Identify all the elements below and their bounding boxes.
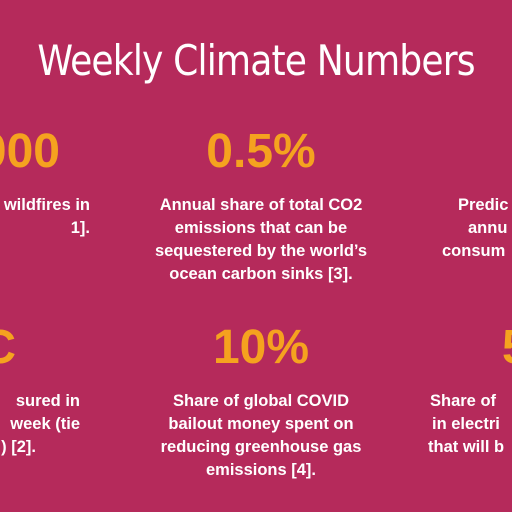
stat-line: Annual share of total CO2 xyxy=(159,196,363,214)
stat-line: ) [2]. xyxy=(1,438,36,456)
stat-description: Share of in electri that will b xyxy=(418,390,512,459)
stat-description: Annual share of total CO2 emissions that… xyxy=(134,194,388,286)
stat-line: that will b xyxy=(428,438,505,456)
stat-line: Share of global COVID xyxy=(172,392,350,410)
stat-value: C xyxy=(0,322,110,374)
stat-bottom-right: 5 Share of in electri that will b xyxy=(418,322,512,459)
stat-line: wildfires in xyxy=(3,196,90,214)
stat-line: Predic xyxy=(458,196,509,214)
stat-line: emissions that can be xyxy=(174,219,348,237)
stat-description: sured in week (tie ) [2]. xyxy=(0,390,110,459)
stat-line: bailout money spent on xyxy=(168,415,354,433)
stat-line: sured in xyxy=(15,392,80,410)
stat-value xyxy=(418,126,512,178)
stat-description: wildfires in 1]. xyxy=(0,194,110,240)
stat-top-middle: 0.5% Annual share of total CO2 emissions… xyxy=(134,126,388,286)
stat-line: ocean carbon sinks [3]. xyxy=(169,265,353,283)
stat-line: consum xyxy=(442,242,506,260)
stat-bottom-middle: 10% Share of global COVID bailout money … xyxy=(134,322,388,482)
stat-line: 1]. xyxy=(70,219,90,237)
stat-line: in electri xyxy=(432,415,500,433)
stat-description: Share of global COVID bailout money spen… xyxy=(134,390,388,482)
stat-value: 000 xyxy=(0,125,60,178)
stat-value: 10% xyxy=(212,321,310,374)
stat-value: 0.5% xyxy=(206,125,316,178)
stat-line: annu xyxy=(468,219,508,237)
stat-line: reducing greenhouse gas xyxy=(160,438,362,456)
stat-line: emissions [4]. xyxy=(205,461,317,479)
stat-line: sequestered by the world’s xyxy=(154,242,368,260)
stat-top-left: 000 wildfires in 1]. xyxy=(0,126,110,240)
stat-description: Predic annu consum xyxy=(418,194,512,263)
stat-line: week (tie xyxy=(10,415,80,433)
stat-value: 5 xyxy=(418,322,512,374)
stat-bottom-left: C sured in week (tie ) [2]. xyxy=(0,322,110,459)
stat-top-right: Predic annu consum xyxy=(418,126,512,263)
page-title: Weekly Climate Numbers xyxy=(37,36,475,85)
stat-line: Share of xyxy=(430,392,497,410)
